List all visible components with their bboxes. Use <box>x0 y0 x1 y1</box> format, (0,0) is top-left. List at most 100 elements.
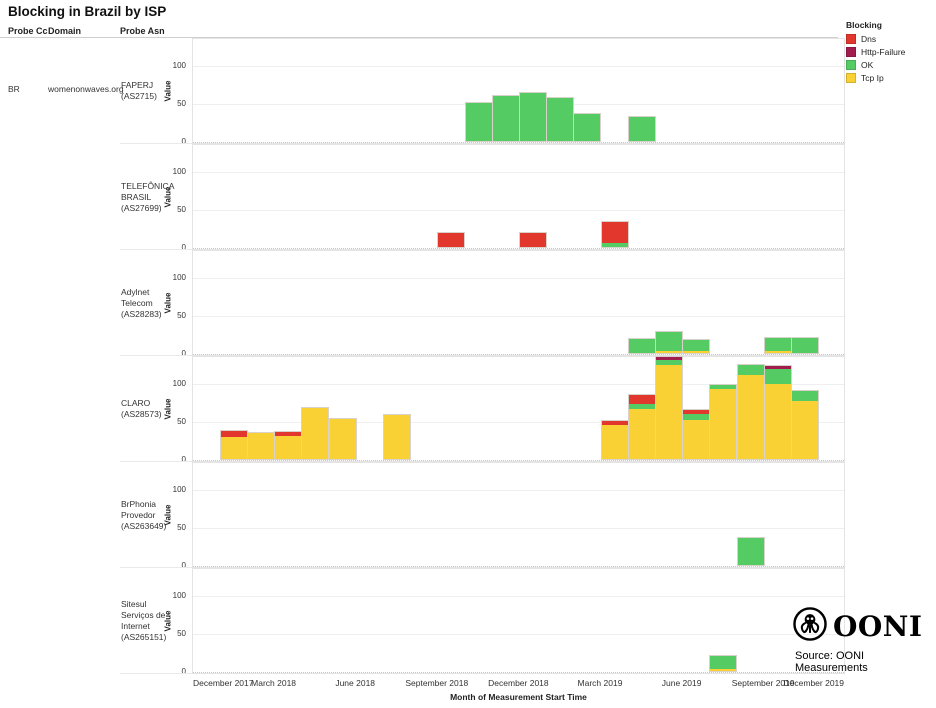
stacked-bar[interactable] <box>274 431 303 460</box>
bar-segment-dns[interactable] <box>628 395 655 404</box>
stacked-bar[interactable] <box>709 384 738 460</box>
bar-segment-tcp-ip[interactable] <box>383 415 410 459</box>
stacked-bar[interactable] <box>546 97 575 142</box>
bar-segment-dns[interactable] <box>220 431 247 437</box>
bar-segment-tcp-ip[interactable] <box>710 669 737 671</box>
x-axis-tick-label: March 2019 <box>577 678 623 688</box>
x-axis-tick-label: September 2019 <box>731 678 795 688</box>
y-axis-tick-label: 100 <box>172 273 186 282</box>
bar-segment-ok[interactable] <box>547 98 574 141</box>
bar-segment-ok[interactable] <box>574 114 601 141</box>
bar-segment-ok[interactable] <box>710 385 737 389</box>
stacked-bar[interactable] <box>246 432 275 460</box>
bar-segment-dns[interactable] <box>438 233 465 247</box>
bar-segment-dns[interactable] <box>601 421 628 425</box>
header-divider <box>0 37 838 38</box>
bar-segment-ok[interactable] <box>791 338 818 353</box>
bar-segment-ok[interactable] <box>519 93 546 141</box>
facet-label-probe-asn: FAPERJ (AS2715) <box>121 80 157 101</box>
bar-segment-tcp-ip[interactable] <box>683 351 710 353</box>
y-axis-tick-label: 100 <box>172 167 186 176</box>
bar-segment-tcp-ip[interactable] <box>764 384 791 459</box>
y-axis-tick-label: 100 <box>172 379 186 388</box>
bar-segment-ok[interactable] <box>465 103 492 141</box>
bar-segment-ok[interactable] <box>601 243 628 247</box>
bar-segment-ok[interactable] <box>683 340 710 351</box>
legend-item-label: Http-Failure <box>861 47 906 57</box>
zero-baseline <box>193 354 844 355</box>
bar-segment-ok[interactable] <box>628 117 655 141</box>
gridline <box>193 66 844 67</box>
stacked-bar[interactable] <box>627 116 656 142</box>
ooni-wordmark: OONI <box>833 610 923 643</box>
bar-segment-ok[interactable] <box>683 414 710 420</box>
stacked-bar[interactable] <box>736 364 765 460</box>
stacked-bar[interactable] <box>763 365 792 460</box>
bar-segment-tcp-ip[interactable] <box>764 351 791 353</box>
legend-item-label: Dns <box>861 34 877 44</box>
bar-segment-http-failure[interactable] <box>655 357 682 360</box>
stacked-bar[interactable] <box>464 102 493 142</box>
bar-segment-http-failure[interactable] <box>764 366 791 369</box>
stacked-bar[interactable] <box>437 232 466 248</box>
bar-segment-ok[interactable] <box>710 656 737 669</box>
bar-segment-ok[interactable] <box>737 365 764 375</box>
bar-segment-tcp-ip[interactable] <box>683 420 710 459</box>
stacked-bar[interactable] <box>600 420 629 460</box>
stacked-bar[interactable] <box>573 113 602 142</box>
facet-gutter-divider <box>120 249 192 250</box>
stacked-bar[interactable] <box>491 95 520 142</box>
stacked-bar[interactable] <box>382 414 411 460</box>
bar-segment-ok[interactable] <box>791 391 818 401</box>
stacked-bar[interactable] <box>654 356 683 460</box>
bar-segment-tcp-ip[interactable] <box>302 408 329 459</box>
bar-segment-ok[interactable] <box>764 338 791 351</box>
stacked-bar[interactable] <box>763 337 792 354</box>
stacked-bar[interactable] <box>682 409 711 460</box>
bar-segment-ok[interactable] <box>655 332 682 351</box>
stacked-bar[interactable] <box>627 394 656 460</box>
bar-segment-dns[interactable] <box>275 432 302 436</box>
legend: Blocking Dns Http-Failure OK Tcp Ip <box>846 20 905 86</box>
legend-item-label: OK <box>861 60 874 70</box>
bar-segment-tcp-ip[interactable] <box>247 433 274 459</box>
bar-segment-ok[interactable] <box>764 369 791 384</box>
bar-segment-tcp-ip[interactable] <box>329 419 356 459</box>
facet-plot-area <box>192 356 845 462</box>
stacked-bar[interactable] <box>219 430 248 460</box>
gridline <box>193 278 844 279</box>
gridline <box>193 422 844 423</box>
stacked-bar[interactable] <box>518 92 547 142</box>
stacked-bar[interactable] <box>627 338 656 354</box>
bar-segment-dns[interactable] <box>601 222 628 243</box>
stacked-bar[interactable] <box>736 537 765 566</box>
bar-segment-dns[interactable] <box>683 410 710 414</box>
bar-segment-tcp-ip[interactable] <box>791 401 818 459</box>
bar-segment-tcp-ip[interactable] <box>275 436 302 459</box>
column-header-domain: Domain <box>48 26 82 36</box>
stacked-bar[interactable] <box>600 221 629 248</box>
bar-segment-tcp-ip[interactable] <box>655 365 682 459</box>
facet-label-probe-asn: CLARO (AS28573) <box>121 398 162 419</box>
stacked-bar[interactable] <box>790 390 819 460</box>
stacked-bar[interactable] <box>709 655 738 672</box>
bar-segment-tcp-ip[interactable] <box>628 409 655 459</box>
bar-segment-tcp-ip[interactable] <box>220 437 247 459</box>
bar-segment-tcp-ip[interactable] <box>710 389 737 459</box>
bar-segment-ok[interactable] <box>628 339 655 353</box>
stacked-bar[interactable] <box>790 337 819 354</box>
bar-segment-ok[interactable] <box>737 538 764 565</box>
stacked-bar[interactable] <box>654 331 683 354</box>
bar-segment-dns[interactable] <box>519 233 546 247</box>
bar-segment-ok[interactable] <box>628 404 655 409</box>
stacked-bar[interactable] <box>682 339 711 354</box>
bar-segment-tcp-ip[interactable] <box>737 375 764 459</box>
stacked-bar[interactable] <box>518 232 547 248</box>
legend-swatch-icon <box>846 34 856 44</box>
bar-segment-tcp-ip[interactable] <box>601 425 628 459</box>
stacked-bar[interactable] <box>328 418 357 460</box>
bar-segment-tcp-ip[interactable] <box>655 351 682 353</box>
bar-segment-ok[interactable] <box>655 360 682 365</box>
bar-segment-ok[interactable] <box>492 96 519 141</box>
stacked-bar[interactable] <box>301 407 330 460</box>
